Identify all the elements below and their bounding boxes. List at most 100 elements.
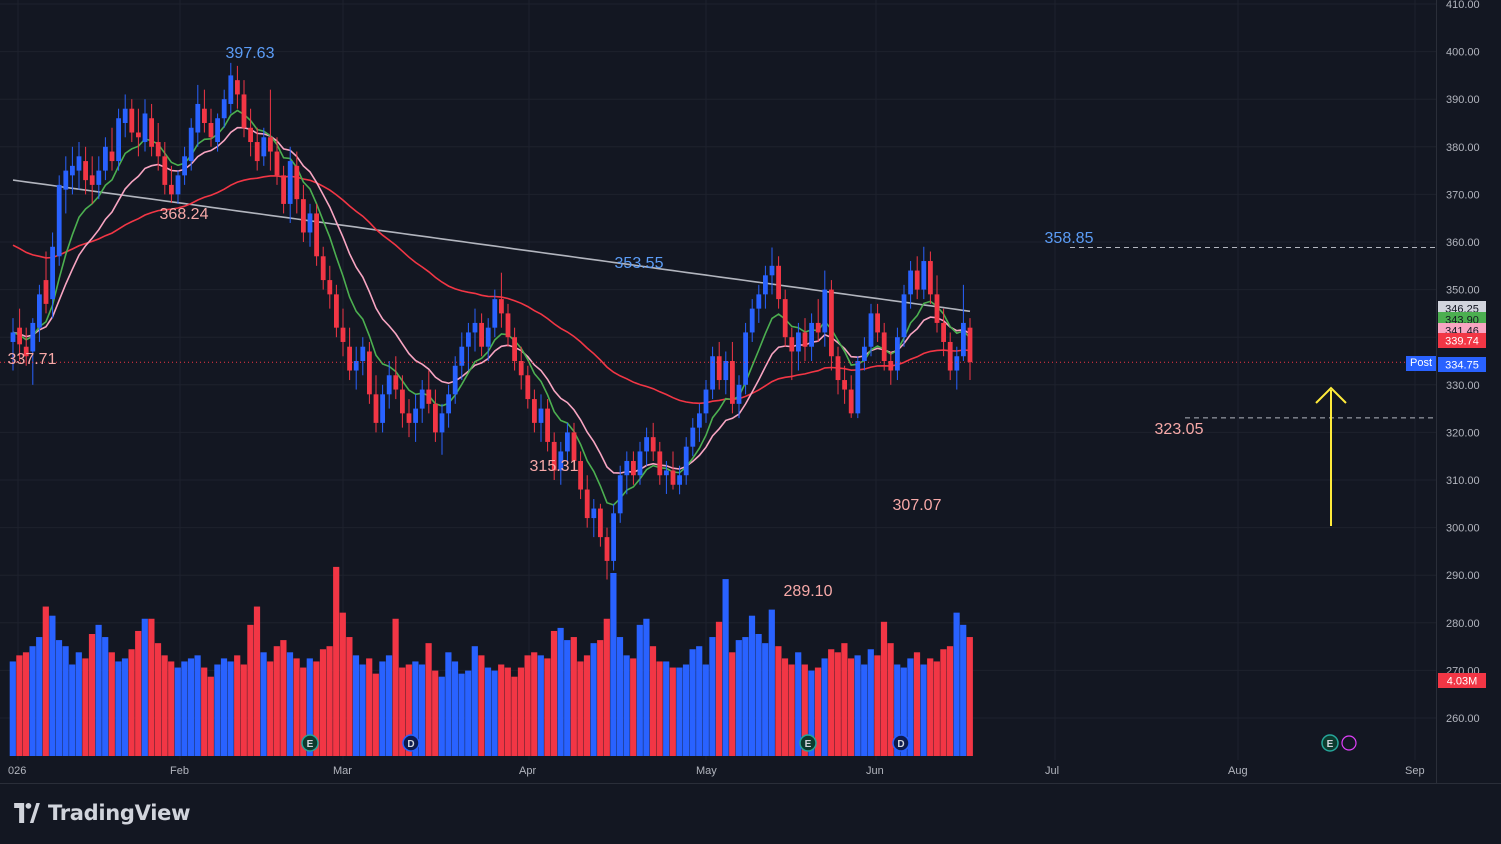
candle-body bbox=[829, 289, 834, 357]
candle-body bbox=[301, 199, 306, 233]
candle-body bbox=[842, 380, 847, 390]
candle-body bbox=[908, 270, 913, 295]
volume-bar bbox=[709, 637, 716, 756]
candle-body bbox=[604, 537, 610, 561]
volume-bar bbox=[141, 618, 148, 756]
candle-body bbox=[756, 294, 762, 309]
candle-body bbox=[334, 294, 339, 328]
y-tick-label: 400.00 bbox=[1446, 47, 1480, 59]
candle-body bbox=[175, 175, 181, 195]
volume-bar bbox=[366, 658, 373, 756]
candle-body bbox=[571, 432, 577, 461]
volume-bar bbox=[491, 670, 498, 756]
candle-body bbox=[723, 361, 729, 381]
volume-bar bbox=[557, 627, 564, 756]
volume-bar bbox=[207, 676, 214, 756]
volume-bar bbox=[214, 664, 221, 756]
footer bbox=[0, 784, 1501, 844]
volume-bar bbox=[682, 664, 690, 756]
volume-bar bbox=[603, 618, 610, 756]
price-label-bg bbox=[1438, 357, 1486, 372]
volume-bar bbox=[260, 652, 267, 756]
volume-bar bbox=[656, 661, 663, 756]
volume-bar bbox=[49, 615, 56, 756]
volume-bar bbox=[623, 655, 630, 756]
candle-body bbox=[400, 389, 405, 414]
x-tick-label: Sep bbox=[1405, 765, 1425, 777]
volume-bar bbox=[834, 652, 841, 756]
event-marker-label: D bbox=[407, 739, 414, 750]
event-marker-d: D bbox=[402, 734, 420, 752]
volume-bar bbox=[392, 618, 399, 756]
candle-body bbox=[835, 356, 841, 381]
y-tick-label: 280.00 bbox=[1446, 618, 1480, 630]
volume-bar bbox=[102, 637, 109, 756]
event-marker-e: E bbox=[301, 734, 319, 752]
candle-body bbox=[822, 289, 828, 333]
candle-body bbox=[155, 142, 161, 157]
candle-body bbox=[202, 108, 207, 123]
volume-bar bbox=[920, 664, 927, 756]
event-marker-label: D bbox=[897, 739, 904, 750]
event-marker-circle bbox=[402, 734, 420, 752]
volume-bar bbox=[729, 652, 736, 756]
volume-bar bbox=[425, 643, 432, 756]
volume-bar bbox=[689, 649, 696, 756]
event-marker-circle bbox=[799, 734, 817, 752]
volume-bar bbox=[385, 655, 393, 756]
volume-bar bbox=[306, 658, 313, 756]
volume-bar bbox=[181, 661, 188, 756]
volume-bar bbox=[748, 615, 756, 756]
candle-body bbox=[650, 437, 656, 452]
candle-body bbox=[637, 451, 643, 476]
candle-body bbox=[274, 151, 280, 176]
candle-body bbox=[815, 322, 821, 333]
volume-bar bbox=[161, 655, 168, 756]
volume-bar bbox=[880, 621, 888, 756]
volume-bar bbox=[636, 624, 643, 756]
candle-body bbox=[122, 108, 128, 123]
candle-body bbox=[611, 513, 616, 561]
candle-body bbox=[881, 332, 887, 361]
volume-bar bbox=[108, 652, 115, 756]
volume-bar bbox=[953, 612, 960, 756]
candle-body bbox=[895, 337, 900, 371]
candle-body bbox=[103, 146, 108, 171]
candle-body bbox=[433, 403, 438, 433]
event-marker-label: E bbox=[1327, 739, 1334, 750]
volume-bar bbox=[755, 634, 762, 756]
candle-body bbox=[142, 113, 148, 143]
volume-bar bbox=[828, 649, 835, 756]
arrow-head bbox=[1315, 386, 1347, 404]
candle-body bbox=[188, 127, 194, 162]
candle-body bbox=[631, 460, 636, 476]
candle-body bbox=[221, 99, 227, 119]
candle-body bbox=[617, 475, 623, 514]
volume-bar bbox=[775, 646, 782, 756]
candle-body bbox=[89, 175, 95, 185]
chart-svg[interactable]: 260.00270.00280.00290.00300.00310.00320.… bbox=[0, 0, 1501, 784]
x-tick-label: Jun bbox=[866, 765, 884, 777]
candle-body bbox=[261, 137, 267, 157]
candle-body bbox=[76, 156, 82, 171]
candle-body bbox=[413, 408, 418, 423]
volume-bar bbox=[907, 658, 914, 756]
volume-bar bbox=[201, 667, 208, 756]
volume-bar bbox=[544, 658, 551, 756]
volume-bar bbox=[550, 630, 558, 756]
volume-bar bbox=[36, 637, 43, 756]
candle-body bbox=[703, 389, 709, 414]
volume-bar bbox=[438, 676, 445, 756]
volume-bar bbox=[498, 664, 505, 756]
volume-bar bbox=[577, 661, 584, 756]
candle-body bbox=[941, 322, 946, 342]
volume-bar bbox=[148, 618, 155, 756]
candle-body bbox=[314, 213, 319, 257]
candle-body bbox=[228, 75, 234, 104]
candle-body bbox=[624, 460, 630, 476]
candle-body bbox=[921, 261, 927, 290]
tradingview-logo[interactable]: TradingView bbox=[12, 801, 190, 825]
volume-bar bbox=[399, 667, 406, 756]
volume-bar bbox=[643, 618, 650, 756]
